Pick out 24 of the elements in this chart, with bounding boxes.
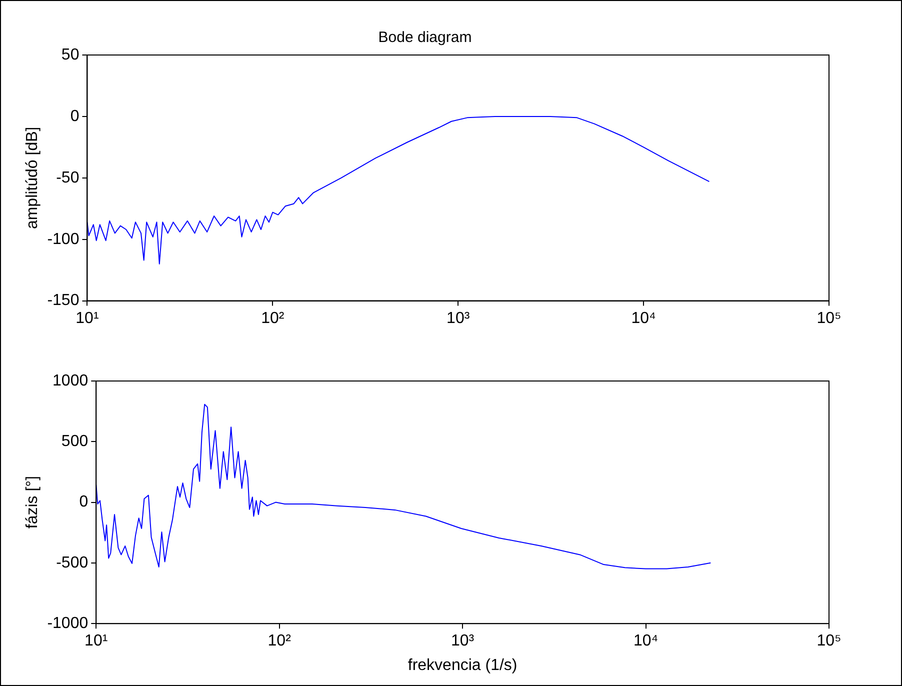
y-tick-label: -100 xyxy=(47,230,80,248)
y-tick-label: 1000 xyxy=(52,372,88,390)
y-tick-label: -50 xyxy=(56,169,80,186)
x-tick-label: 10¹ xyxy=(76,310,99,327)
x-tick-label: 10⁴ xyxy=(631,310,656,327)
y-axis-title: amplitúdó [dB] xyxy=(24,126,42,230)
x-tick-label: 10³ xyxy=(451,632,475,650)
y-tick-label: -150 xyxy=(47,292,80,310)
y-tick-label: 50 xyxy=(61,46,80,64)
x-axis-title: frekvencia (1/s) xyxy=(408,656,518,674)
x-tick-label: 10² xyxy=(268,632,292,650)
x-tick-label: 10⁵ xyxy=(816,632,842,650)
x-tick-label: 10⁴ xyxy=(633,632,658,650)
x-tick-label: 10⁵ xyxy=(816,310,842,327)
y-axis-title: fázis [°] xyxy=(24,476,42,529)
x-tick-label: 10² xyxy=(261,310,285,327)
y-tick-label: 0 xyxy=(79,494,88,511)
y-tick-label: -500 xyxy=(56,554,88,572)
y-tick-label: 500 xyxy=(61,433,88,450)
chart-title: Bode diagram xyxy=(378,29,472,46)
y-tick-label: -1000 xyxy=(47,615,88,632)
x-tick-label: 10¹ xyxy=(84,632,108,650)
x-tick-label: 10³ xyxy=(446,310,470,327)
y-tick-label: 0 xyxy=(70,108,80,125)
